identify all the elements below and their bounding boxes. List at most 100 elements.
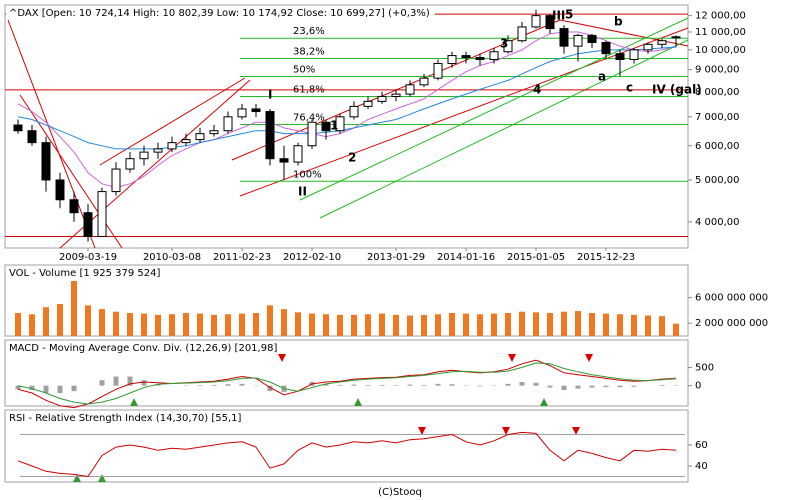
histogram-bar	[225, 384, 231, 386]
candle-body	[209, 130, 219, 135]
volume-bar	[309, 313, 315, 336]
title-background	[6, 6, 435, 19]
histogram-bar	[505, 383, 511, 386]
y-tick-label: 40	[695, 461, 708, 472]
histogram-bar	[379, 384, 385, 386]
volume-bar	[267, 305, 273, 336]
wave-label: 1	[330, 119, 338, 133]
histogram-bar	[43, 385, 49, 393]
y-tick-label: 4 000,00	[695, 217, 740, 228]
volume-bar	[463, 313, 469, 336]
wave-label: 2	[348, 151, 356, 165]
x-tick-label: 2014-01-16	[437, 252, 495, 263]
panel-title: MACD - Moving Average Conv. Div. (12,26,…	[9, 343, 277, 354]
candle-body	[461, 55, 471, 59]
histogram-bar	[547, 385, 553, 388]
histogram-bar	[435, 383, 441, 386]
volume-bar	[575, 311, 581, 336]
volume-bar	[603, 313, 609, 336]
trend-line	[559, 19, 689, 47]
x-tick-label: 2012-02-10	[283, 252, 341, 263]
volume-bar	[491, 313, 497, 336]
histogram-bar	[29, 385, 35, 391]
signal-markers	[73, 354, 593, 482]
volume-bar	[71, 280, 77, 336]
y-tick-label: 9 000,00	[695, 65, 740, 76]
volume-bar	[225, 314, 231, 336]
volume-bar	[99, 309, 105, 336]
candle-body	[321, 121, 331, 132]
candle-body	[279, 158, 289, 163]
wave-label: 3	[500, 37, 508, 51]
volume-bar	[169, 314, 175, 336]
volume-bar	[239, 313, 245, 336]
wave-label: 5	[565, 8, 573, 22]
candle-body	[195, 133, 205, 141]
histogram-bar	[15, 385, 21, 390]
candle-body	[363, 100, 373, 107]
title-background	[6, 341, 283, 354]
signal-marker	[508, 354, 516, 362]
candle-body	[433, 62, 443, 79]
trend-line	[299, 17, 689, 201]
y-tick-label: 0	[695, 381, 701, 392]
trend-line	[319, 39, 689, 219]
candle-body	[601, 42, 611, 55]
candle-body	[293, 145, 303, 163]
y-tick-label: 2 000 000 000	[695, 318, 768, 329]
candle-body	[503, 40, 513, 53]
histogram-bar	[351, 384, 357, 386]
volume-bar	[673, 323, 679, 336]
y-tick-label: 8 000,00	[695, 87, 740, 98]
candle-body	[475, 57, 485, 60]
candle-body	[97, 191, 107, 237]
candle-body	[349, 105, 359, 118]
volume-bar	[295, 312, 301, 336]
indicator-line	[17, 359, 677, 409]
histogram-bar	[337, 384, 343, 386]
candle-body	[181, 139, 191, 144]
candle-body	[531, 15, 541, 28]
histogram-bar	[127, 376, 133, 386]
panel-title: ^DAX [Open: 10 724,14 High: 10 802,39 Lo…	[9, 8, 430, 19]
histogram-bar	[533, 382, 539, 386]
volume-bar	[379, 313, 385, 336]
candle-body	[517, 26, 527, 42]
x-tick-label: 2009-03-19	[59, 252, 117, 263]
x-tick-label: 2015-01-05	[507, 252, 565, 263]
histogram-bar	[575, 385, 581, 389]
candle-body	[167, 142, 177, 150]
volume-bar	[323, 314, 329, 336]
candle-body	[559, 28, 569, 47]
volume-bar	[57, 304, 63, 336]
candle-body	[391, 93, 401, 98]
wave-label: I	[268, 88, 272, 102]
histogram-bar	[197, 385, 203, 386]
histogram-bar	[99, 380, 105, 386]
histogram-bar	[365, 384, 371, 386]
histogram-bar	[603, 385, 609, 388]
candle-body	[27, 130, 37, 144]
fib-label: 100%	[293, 169, 322, 180]
histogram-bar	[561, 385, 567, 391]
x-tick-label: 2010-03-08	[143, 252, 201, 263]
candle-body	[55, 179, 65, 201]
fib-label: 76,4%	[293, 112, 325, 123]
signal-marker	[278, 354, 286, 362]
volume-bar	[197, 313, 203, 336]
histogram-bar	[57, 385, 63, 393]
histogram-bar	[631, 385, 637, 387]
candle-body	[41, 142, 51, 181]
panel-title: RSI - Relative Strength Index (14,30,70)…	[9, 413, 242, 424]
signal-marker	[502, 427, 510, 435]
indicator-line	[17, 362, 677, 405]
volume-bar	[337, 314, 343, 336]
title-background	[6, 411, 247, 424]
volume-bar	[393, 314, 399, 336]
y-tick-label: 6 000 000 000	[695, 293, 768, 304]
panel-title: VOL - Volume [1 925 379 524]	[9, 268, 161, 279]
histogram-bar	[71, 385, 77, 392]
signal-marker	[98, 474, 106, 482]
volume-bar	[365, 314, 371, 336]
